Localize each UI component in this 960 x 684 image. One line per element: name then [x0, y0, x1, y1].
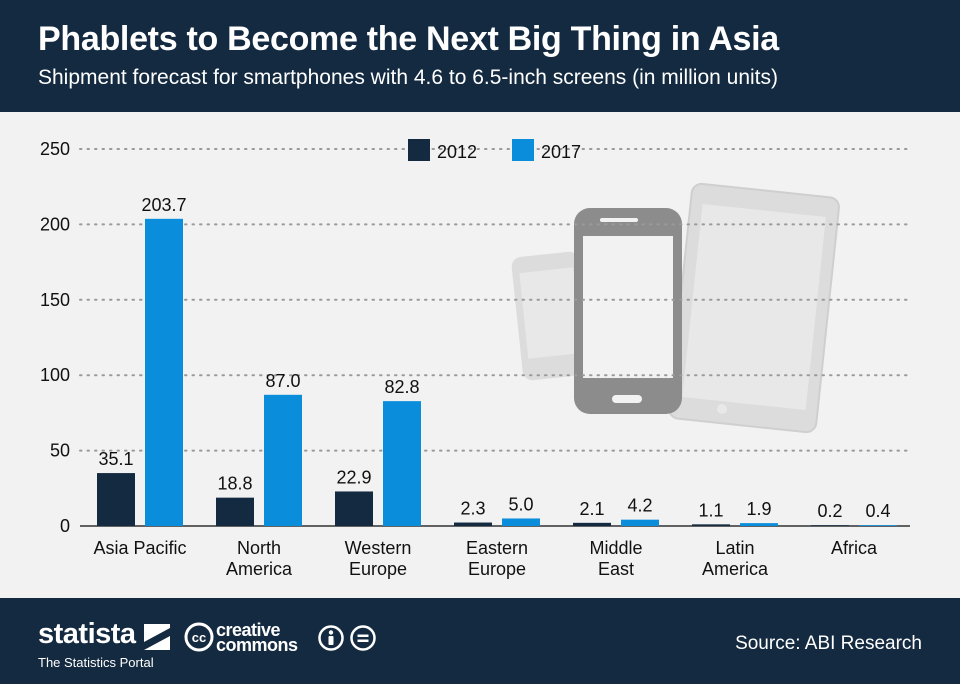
- y-tick-label: 0: [60, 516, 70, 536]
- cc-nd-icon: [350, 625, 376, 651]
- svg-text:cc: cc: [192, 630, 206, 645]
- creative-commons-icon: cc: [184, 622, 214, 652]
- data-label-2017: 4.2: [627, 496, 652, 516]
- x-tick-label: Middle: [589, 538, 642, 558]
- data-label-2012: 35.1: [98, 449, 133, 469]
- bar-2012: [454, 522, 492, 526]
- y-axis: 0 50 100 150 200 250: [40, 139, 70, 536]
- statista-logo-icon: [144, 624, 170, 650]
- x-tick-label: Africa: [831, 538, 878, 558]
- source-label: Source: ABI Research: [735, 633, 922, 654]
- y-tick-label: 100: [40, 365, 70, 385]
- legend-label-2012: 2012: [437, 142, 477, 162]
- bar-2017: [859, 525, 897, 526]
- bar-2017: [502, 518, 540, 526]
- legend-swatch-2012: [408, 139, 430, 161]
- bar-2012: [335, 491, 373, 526]
- bar-2012: [97, 473, 135, 526]
- cc-by-icon: [318, 625, 344, 651]
- bar-2012: [216, 497, 254, 526]
- cc-text-commons: commons: [216, 635, 298, 655]
- tablet-icon: [668, 182, 840, 434]
- chart-area: 0 50 100 150 200 250 35.1 203.7 18.8 87.0 22.9 82.…: [0, 112, 960, 598]
- data-label-2017: 0.4: [865, 501, 890, 521]
- y-tick-label: 150: [40, 290, 70, 310]
- x-tick-label: America: [226, 559, 293, 579]
- bar-2017: [145, 218, 183, 526]
- bar-2012: [692, 524, 730, 526]
- data-label-2012: 22.9: [336, 467, 371, 487]
- y-tick-label: 200: [40, 214, 70, 234]
- data-label-2012: 2.3: [460, 499, 485, 519]
- bar-2017: [621, 519, 659, 526]
- y-tick-label: 50: [50, 441, 70, 461]
- header: Phablets to Become the Next Big Thing in…: [0, 0, 960, 112]
- x-axis: Asia Pacific NorthAmericaWesternEuropeEas…: [93, 538, 878, 579]
- cc-text-creative: creative: [216, 620, 281, 640]
- x-tick-label: East: [598, 559, 634, 579]
- smartphone-icon: [574, 208, 682, 414]
- legend: 2012 2017: [408, 139, 581, 162]
- x-tick-label: North: [237, 538, 281, 558]
- data-label-2012: 0.2: [817, 501, 842, 521]
- data-label-2012: 18.8: [217, 474, 252, 494]
- bar-chart: 0 50 100 150 200 250 35.1 203.7 18.8 87.0 22.9 82.…: [40, 139, 911, 579]
- legend-label-2017: 2017: [541, 142, 581, 162]
- y-tick-label: 250: [40, 139, 70, 159]
- statista-brand: statista: [38, 618, 136, 650]
- bar-2017: [264, 394, 302, 526]
- bar-2017: [383, 401, 421, 526]
- data-label-2012: 1.1: [698, 500, 723, 520]
- smartphone-icon: [511, 251, 591, 381]
- x-tick-label: Latin: [715, 538, 754, 558]
- data-label-2017: 1.9: [746, 499, 771, 519]
- gridlines: [79, 148, 911, 527]
- legend-swatch-2017: [512, 139, 534, 161]
- x-tick-label: Western: [345, 538, 412, 558]
- data-label-2017: 87.0: [265, 371, 300, 391]
- chart-subtitle: Shipment forecast for smartphones with 4…: [38, 66, 778, 89]
- data-label-2012: 2.1: [579, 499, 604, 519]
- chart-title: Phablets to Become the Next Big Thing in…: [38, 20, 779, 58]
- bars: 35.1 203.7 18.8 87.0 22.9 82.8 2.3 5.0 2.1 4.2 1.1…: [97, 195, 897, 526]
- x-tick-label: Asia Pacific: [93, 538, 186, 558]
- x-tick-label: Eastern: [466, 538, 528, 558]
- x-tick-label: Europe: [349, 559, 407, 579]
- bar-2017: [740, 523, 778, 526]
- statista-tagline: The Statistics Portal: [38, 655, 154, 670]
- data-label-2017: 82.8: [384, 377, 419, 397]
- x-tick-label: America: [702, 559, 769, 579]
- data-label-2017: 5.0: [508, 494, 533, 514]
- data-label-2017: 203.7: [141, 195, 186, 215]
- footer: statista The Statistics Portal cc creati…: [0, 598, 960, 684]
- bar-2012: [811, 525, 849, 526]
- bar-2012: [573, 522, 611, 526]
- device-illustration: [511, 182, 840, 434]
- x-tick-label: Europe: [468, 559, 526, 579]
